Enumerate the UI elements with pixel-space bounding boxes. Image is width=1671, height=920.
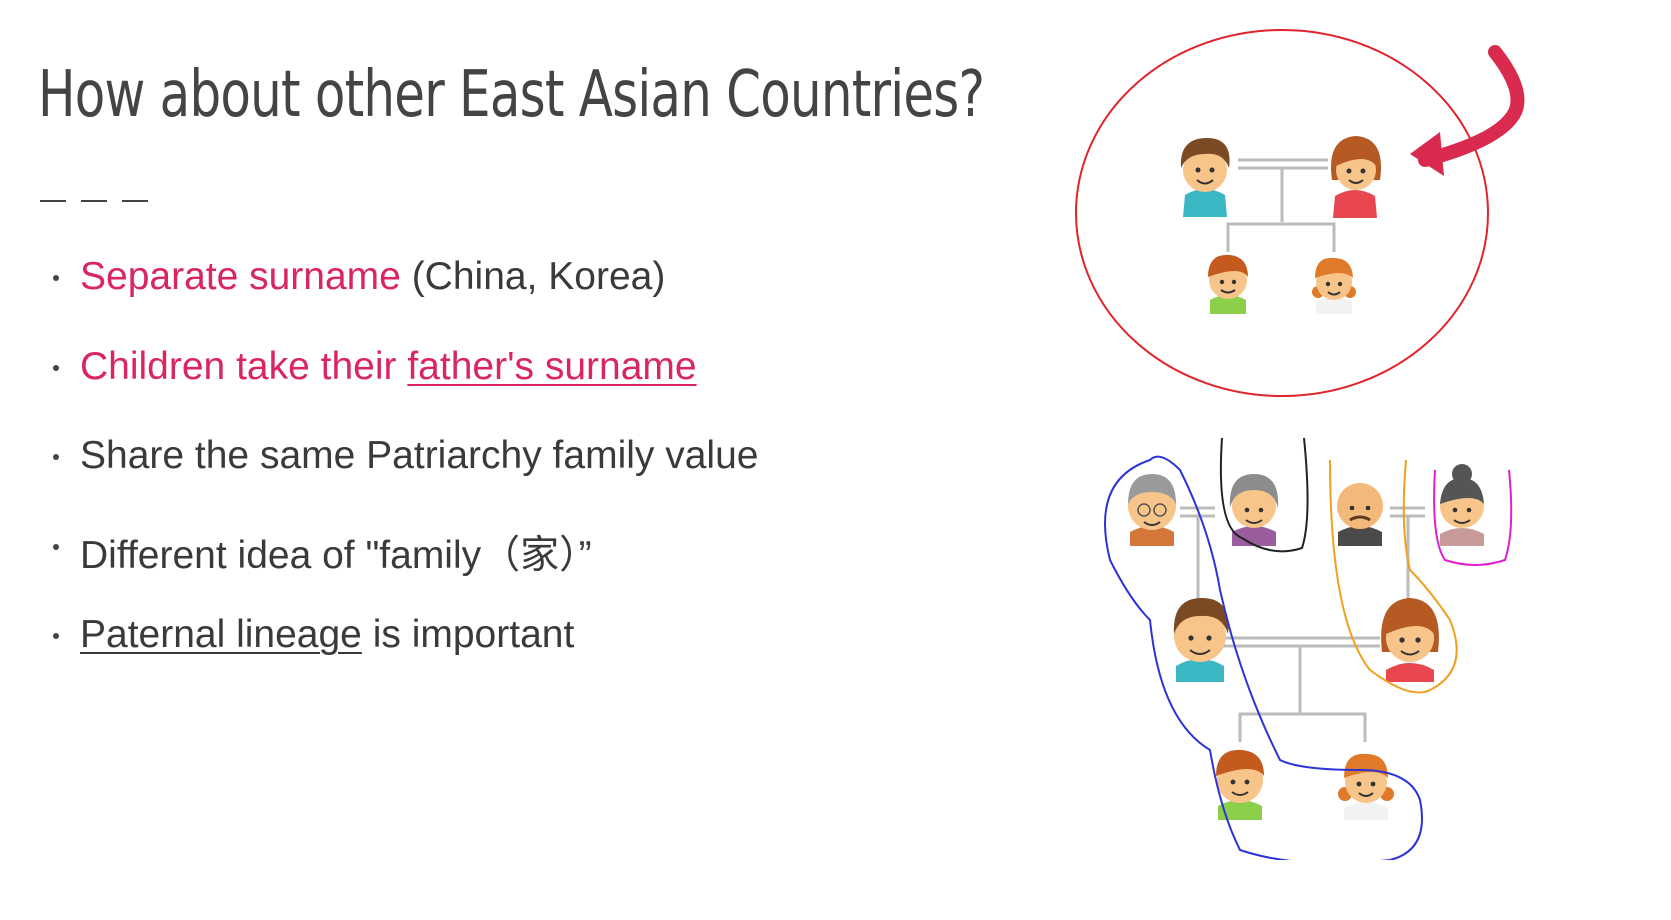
- bullet-accent-text: Children take their: [80, 344, 408, 388]
- slide-title: How about other East Asian Countries?: [38, 58, 985, 132]
- bullet-list: Separate surname (China, Korea) Children…: [50, 255, 758, 703]
- bullet-text: is important: [361, 613, 575, 656]
- paternal-grandfather-icon: [1128, 474, 1176, 546]
- magenta-annotation-outline: [1433, 469, 1513, 566]
- bullet-text: Different idea of "family（家）”: [80, 533, 592, 577]
- bullet-underlined-text: Paternal lineage: [80, 613, 362, 656]
- maternal-grandmother-icon: [1440, 464, 1484, 546]
- extended-family-figure: [1104, 437, 1513, 860]
- black-annotation-outline: [1219, 437, 1309, 553]
- mother-icon: [1381, 598, 1439, 682]
- bullet-accent-text: Separate surname: [80, 255, 401, 298]
- orange-annotation-outline: [1329, 459, 1458, 694]
- son-icon: [1208, 254, 1248, 314]
- bullet-text: Share the same Patriarchy family value: [80, 434, 759, 477]
- blue-annotation-outline: [1104, 455, 1423, 860]
- bullet-accent-underlined-text: father's surname: [407, 344, 697, 388]
- red-circle-annotation: [1075, 29, 1489, 397]
- daughter-icon: [1312, 257, 1356, 314]
- bullet-separate-surname: Separate surname (China, Korea): [50, 255, 758, 345]
- father-icon: [1173, 598, 1229, 682]
- bullet-paternal-lineage: Paternal lineage is important: [50, 613, 758, 703]
- bullet-dot: [53, 454, 59, 460]
- title-divider: [40, 200, 152, 202]
- daughter-icon: [1338, 753, 1394, 820]
- arrow-head-icon: [1410, 132, 1444, 176]
- bullet-family-idea: Different idea of "family（家）”: [50, 524, 758, 614]
- bullet-patriarchy: Share the same Patriarchy family value: [50, 434, 758, 524]
- maternal-grandfather-icon: [1337, 483, 1383, 546]
- son-icon: [1216, 749, 1264, 820]
- bullet-dot: [53, 364, 59, 371]
- paternal-grandmother-icon: [1229, 474, 1279, 546]
- red-arrow-icon: [1418, 45, 1525, 167]
- bullet-dot: [53, 275, 59, 281]
- mother-icon: [1331, 136, 1381, 218]
- bullet-dot: [53, 633, 59, 639]
- family-tree-lines: [1180, 506, 1425, 742]
- family-tree-lines: [1226, 158, 1336, 252]
- bullet-text: (China, Korea): [400, 255, 666, 298]
- bullet-dot: [53, 543, 59, 550]
- nuclear-family-figure: [1075, 29, 1525, 397]
- father-icon: [1180, 138, 1230, 217]
- bullet-father-surname: Children take their father's surname: [50, 345, 758, 435]
